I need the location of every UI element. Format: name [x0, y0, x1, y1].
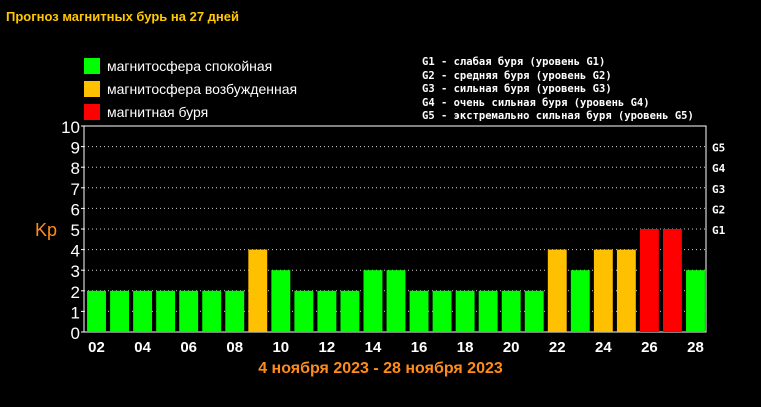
- x-tick-label: 20: [503, 339, 520, 356]
- bar-day-11: [294, 290, 314, 332]
- bar-day-16: [409, 290, 429, 332]
- right-tick-g1: G1: [712, 224, 726, 237]
- bar-day-12: [317, 290, 337, 332]
- bar-day-27: [662, 229, 682, 332]
- y-tick-label: 8: [71, 159, 80, 178]
- bar-day-6: [179, 290, 199, 332]
- bar-day-19: [478, 290, 498, 332]
- bar-day-8: [225, 290, 245, 332]
- x-tick-label: 28: [687, 339, 704, 356]
- bar-day-13: [340, 290, 360, 332]
- legend-item-storm: магнитная буря: [84, 102, 297, 122]
- bar-day-7: [202, 290, 222, 332]
- legend-label-active: магнитосфера возбужденная: [107, 81, 298, 97]
- bar-day-18: [455, 290, 475, 332]
- x-tick-label: 02: [88, 339, 105, 356]
- bar-day-26: [639, 229, 659, 332]
- legend-swatch-active: [84, 81, 100, 97]
- x-tick-label: 22: [549, 339, 566, 356]
- y-tick-label: 5: [71, 221, 80, 240]
- bar-day-10: [271, 270, 291, 332]
- y-tick-label: 0: [71, 324, 80, 343]
- bar-day-28: [686, 270, 705, 332]
- g-level-g2: G2 - средняя буря (уровень G2): [422, 69, 612, 82]
- x-tick-label: 16: [411, 339, 428, 356]
- x-tick-label: 04: [134, 339, 151, 356]
- right-tick-g2: G2: [712, 203, 725, 216]
- x-tick-label: 26: [641, 339, 658, 356]
- bar-day-5: [156, 290, 176, 332]
- right-tick-g5: G5: [712, 142, 725, 155]
- date-range: 4 ноября 2023 - 28 ноября 2023: [258, 360, 503, 377]
- x-tick-label: 08: [226, 339, 243, 356]
- y-tick-label: 9: [71, 139, 80, 158]
- legend-item-quiet: магнитосфера спокойная: [84, 56, 297, 76]
- y-tick-label: 7: [71, 180, 80, 199]
- y-tick-label: 2: [71, 283, 80, 302]
- right-tick-g4: G4: [712, 162, 726, 175]
- bar-day-22: [547, 249, 567, 332]
- bar-day-3: [110, 290, 130, 332]
- y-axis-label: Kp: [35, 220, 57, 240]
- legend-swatch-quiet: [84, 58, 100, 74]
- g-level-g1: G1 - слабая буря (уровень G1): [422, 56, 606, 68]
- bar-day-21: [524, 290, 544, 332]
- x-tick-label: 24: [595, 339, 612, 356]
- legend: магнитосфера спокойная магнитосфера возб…: [84, 56, 297, 125]
- legend-label-quiet: магнитосфера спокойная: [107, 58, 273, 74]
- g-level-legend: G1 - слабая буря (уровень G1) G2 - средн…: [422, 56, 694, 124]
- x-tick-label: 12: [319, 339, 336, 356]
- bar-day-2: [87, 290, 106, 332]
- y-tick-label: 6: [71, 200, 80, 219]
- page-title: Прогноз магнитных бурь на 27 дней: [6, 9, 239, 24]
- bar-day-17: [432, 290, 452, 332]
- bar-day-20: [501, 290, 521, 332]
- bar-day-25: [616, 249, 636, 332]
- y-tick-label: 4: [71, 242, 80, 261]
- bar-day-9: [248, 249, 268, 332]
- y-tick-label: 3: [71, 262, 80, 281]
- y-tick-label: 10: [61, 118, 80, 137]
- bar-day-24: [593, 249, 613, 332]
- bar-day-23: [570, 270, 590, 332]
- bar-day-15: [386, 270, 406, 332]
- x-tick-label: 14: [365, 339, 382, 356]
- legend-swatch-storm: [84, 104, 100, 120]
- right-tick-g3: G3: [712, 183, 725, 196]
- x-tick-label: 18: [457, 339, 474, 356]
- legend-item-active: магнитосфера возбужденная: [84, 79, 297, 99]
- x-tick-label: 10: [272, 339, 289, 356]
- bar-day-4: [133, 290, 153, 332]
- x-tick-label: 06: [180, 339, 197, 356]
- g-level-g3: G3 - сильная буря (уровень G3): [422, 83, 612, 95]
- bar-day-14: [363, 270, 383, 332]
- y-tick-label: 1: [71, 303, 80, 322]
- legend-label-storm: магнитная буря: [107, 104, 209, 120]
- g-level-g4: G4 - очень сильная буря (уровень G4): [422, 96, 650, 109]
- g-level-g5: G5 - экстремально сильная буря (уровень …: [422, 110, 694, 122]
